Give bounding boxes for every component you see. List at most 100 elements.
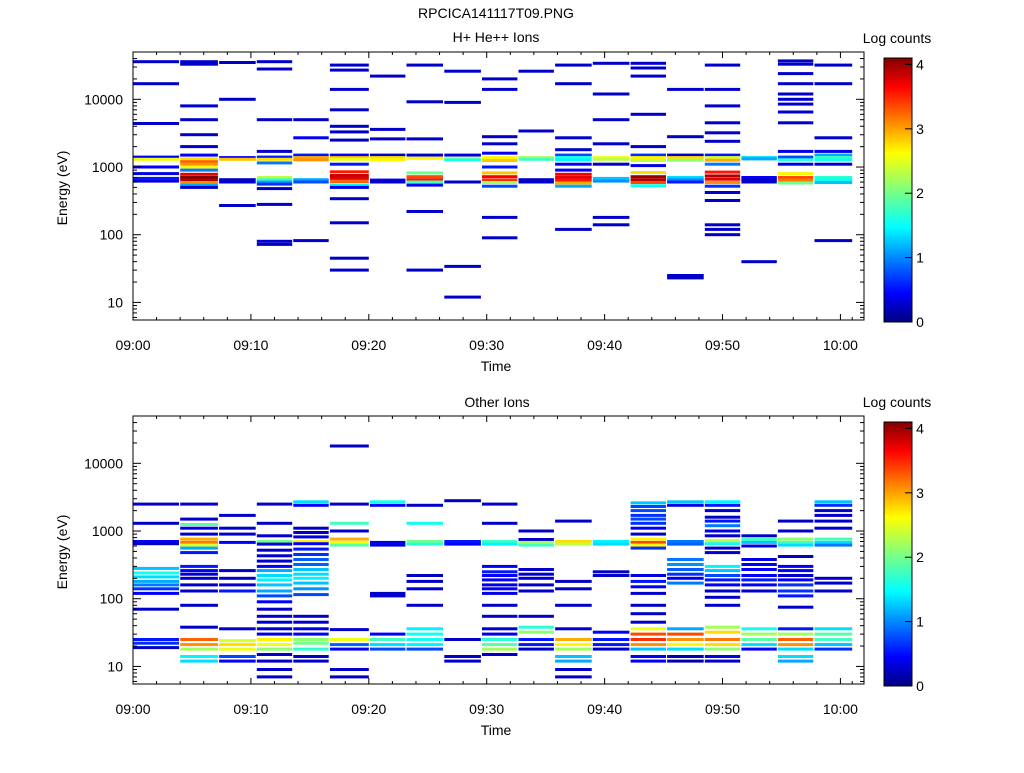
heatmap-cell (133, 165, 179, 169)
heatmap-cell (704, 546, 741, 550)
heatmap-cell (219, 576, 256, 580)
colorbar-axis: 0 1 2 3 4 (905, 420, 924, 694)
heatmap-cell (293, 563, 329, 566)
heatmap-cell (704, 233, 741, 237)
heatmap-cell (180, 638, 218, 641)
heatmap-cell (370, 153, 406, 157)
heatmap-cell (406, 268, 443, 272)
heatmap-cell (133, 176, 179, 180)
heatmap-cell (704, 643, 741, 647)
heatmap-cell (180, 625, 218, 629)
heatmap-cell (406, 603, 443, 607)
heatmap-cell (741, 578, 777, 582)
heatmap-cell (256, 638, 293, 641)
heatmap-cell (180, 572, 218, 576)
colorbar-tick-label: 0 (916, 314, 924, 330)
heatmap-cell (444, 153, 481, 157)
heatmap-cell (482, 647, 518, 651)
heatmap-cell (630, 574, 666, 577)
heatmap-cell (293, 540, 329, 543)
heatmap-cell (777, 519, 814, 523)
heatmap-cell (329, 638, 369, 641)
heatmap-cell (256, 548, 293, 552)
heatmap-cell (704, 156, 741, 160)
heatmap-cell (777, 537, 814, 541)
heatmap-cell (667, 558, 704, 561)
heatmap-cell (704, 121, 741, 125)
heatmap-cell (777, 102, 814, 106)
heatmap-cell (814, 82, 853, 86)
heatmap-cell (293, 587, 329, 591)
heatmap-cell (814, 576, 853, 580)
heatmap-cell (293, 572, 329, 576)
heatmap-cell (592, 157, 630, 161)
heatmap-cell (219, 526, 256, 530)
heatmap-cell (180, 564, 218, 568)
heatmap-cell (592, 647, 630, 651)
heatmap-cell (370, 503, 406, 507)
heatmap-cell (704, 539, 741, 543)
heatmap-cell (180, 176, 218, 179)
heatmap-cell (630, 603, 666, 607)
heatmap-cell (293, 581, 329, 585)
heatmap-cell (406, 627, 443, 631)
heatmap-cell (630, 540, 666, 544)
heatmap-cell (777, 655, 814, 658)
y-tick-label: 1000 (92, 159, 123, 175)
heatmap-cell (293, 638, 329, 641)
heatmap-cell (814, 540, 853, 544)
heatmap-cell (370, 158, 406, 162)
colorbar-axis: 0 1 2 3 4 (905, 56, 924, 330)
heatmap-cell (444, 499, 481, 503)
colorbar-tick-label: 4 (916, 56, 924, 72)
heatmap-cell (444, 655, 481, 658)
heatmap-cell (256, 614, 293, 618)
heatmap-cell (444, 158, 481, 162)
heatmap-cell (482, 156, 518, 160)
heatmap-cell (555, 603, 592, 607)
heatmap-cell (667, 503, 704, 507)
heatmap-cell (630, 526, 666, 530)
heatmap-cell (219, 583, 256, 587)
heatmap-cell (133, 502, 179, 506)
heatmap-cell (704, 87, 741, 91)
heatmap-cell (293, 655, 329, 658)
heatmap-cell (704, 500, 741, 504)
heatmap-cell (482, 159, 518, 162)
heatmap-cell (293, 659, 329, 663)
heatmap-cell (630, 521, 666, 525)
heatmap-cell (219, 513, 256, 517)
heatmap-cell (592, 156, 630, 160)
heatmap-cell (704, 583, 741, 587)
colorbar (883, 57, 913, 323)
heatmap-cell (592, 570, 630, 574)
heatmap-cell (630, 153, 666, 157)
heatmap-cell (777, 529, 814, 533)
heatmap-cell (329, 174, 369, 177)
heatmap-cell (482, 181, 518, 184)
heatmap-cell (133, 157, 179, 161)
heatmap-cell (741, 563, 777, 566)
heatmap-cell (133, 638, 179, 641)
heatmap-cell (180, 185, 218, 189)
heatmap-cell (777, 92, 814, 96)
heatmap-cell (482, 521, 518, 525)
heatmap-cell (777, 589, 814, 593)
heatmap-cell (814, 239, 853, 243)
heatmap-cell (704, 503, 741, 507)
heatmap-cell (704, 170, 741, 174)
heatmap-cell (219, 643, 256, 647)
heatmap-cell (704, 153, 741, 157)
panel-other-ions: Other Ions 09:00 09:10 09:20 09:30 09:40 09:5… (54, 394, 931, 738)
heatmap-cell (667, 540, 704, 543)
heatmap-cell (293, 156, 329, 160)
heatmap-cell (777, 659, 814, 663)
heatmap-cell (329, 130, 369, 134)
heatmap-cell (444, 264, 481, 268)
heatmap-cell (592, 574, 630, 577)
heatmap-cell (814, 149, 853, 153)
heatmap-cell (814, 156, 853, 160)
heatmap-cell (329, 537, 369, 541)
heatmap-cell (180, 118, 218, 122)
